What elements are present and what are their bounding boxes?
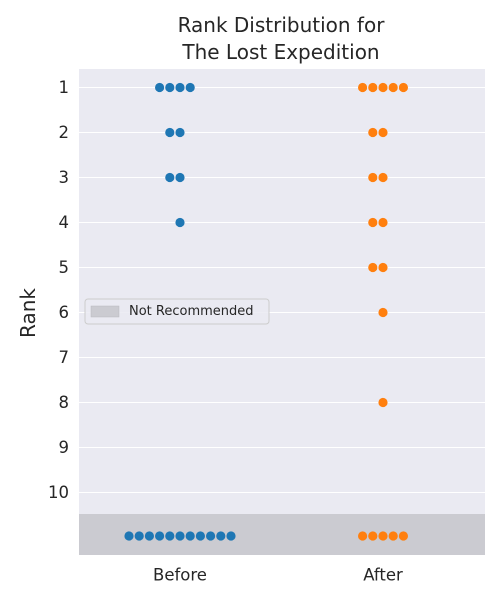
point-before-rank-2-1 (165, 127, 175, 138)
point-after-not-recommended-3 (378, 531, 388, 541)
point-after-not-recommended-2 (368, 531, 378, 541)
point-after-rank-5-2 (378, 262, 388, 273)
legend-box (84, 298, 270, 325)
point-before-not-recommended-9 (206, 531, 216, 541)
point-after-rank-6-1 (378, 307, 388, 318)
data-points (124, 82, 408, 541)
point-before-not-recommended-3 (144, 531, 154, 541)
point-after-rank-4-2 (378, 217, 388, 228)
point-before-rank-3-2 (175, 172, 185, 183)
axes: 1 2 3 4 5 6 7 8 9 10 Before After Rank (16, 78, 403, 585)
point-after-rank-1-5 (398, 82, 408, 93)
point-before-rank-1-4 (185, 82, 195, 93)
point-before-not-recommended-2 (134, 531, 144, 541)
point-before-not-recommended-11 (226, 531, 236, 541)
point-before-not-recommended-6 (175, 531, 185, 541)
y-axis-label: Rank (16, 288, 40, 338)
point-after-not-recommended-5 (398, 531, 408, 541)
point-before-rank-1-2 (165, 82, 175, 93)
y-tick-label-6: 6 (59, 303, 70, 322)
point-after-rank-5-1 (368, 262, 378, 273)
point-after-rank-1-2 (368, 82, 378, 93)
point-before-not-recommended-5 (165, 531, 175, 541)
legend: Not Recommended (84, 298, 270, 325)
chart-title-line-2: The Lost Expedition (181, 40, 379, 64)
point-before-not-recommended-1 (124, 531, 134, 541)
point-after-rank-3-2 (378, 172, 388, 183)
legend-swatch-not-recommended (90, 305, 120, 318)
point-after-not-recommended-1 (358, 531, 368, 541)
point-before-rank-1-3 (175, 82, 185, 93)
point-before-not-recommended-10 (216, 531, 226, 541)
y-tick-label-2: 2 (59, 123, 70, 142)
chart-title-line-1: Rank Distribution for (178, 13, 386, 37)
point-after-rank-1-3 (378, 82, 388, 93)
point-after-rank-3-1 (368, 172, 378, 183)
y-tick-label-4: 4 (59, 213, 70, 232)
y-tick-label-7: 7 (59, 348, 70, 367)
y-tick-label-10: 10 (48, 483, 69, 502)
point-after-rank-2-1 (368, 127, 378, 138)
point-before-rank-2-2 (175, 127, 185, 138)
y-tick-label-5: 5 (59, 258, 70, 277)
chart-title: Rank Distribution for The Lost Expedition (178, 13, 386, 64)
point-before-not-recommended-7 (185, 531, 195, 541)
y-tick-label-1: 1 (59, 78, 70, 97)
point-after-rank-4-1 (368, 217, 378, 228)
point-before-not-recommended-4 (155, 531, 165, 541)
y-tick-label-3: 3 (59, 168, 70, 187)
point-after-rank-2-2 (378, 127, 388, 138)
point-before-rank-1-1 (155, 82, 165, 93)
y-tick-label-8: 8 (59, 393, 70, 412)
y-tick-label-9: 9 (59, 438, 70, 457)
point-after-rank-1-1 (358, 82, 368, 93)
point-before-rank-3-1 (165, 172, 175, 183)
point-after-rank-8-1 (378, 397, 388, 408)
point-before-rank-4-1 (175, 217, 185, 228)
point-after-rank-1-4 (388, 82, 398, 93)
point-before-not-recommended-8 (195, 531, 205, 541)
x-tick-label-after: After (363, 566, 403, 585)
point-after-not-recommended-4 (388, 531, 398, 541)
x-tick-label-before: Before (153, 566, 207, 585)
legend-label-not-recommended: Not Recommended (129, 304, 254, 319)
